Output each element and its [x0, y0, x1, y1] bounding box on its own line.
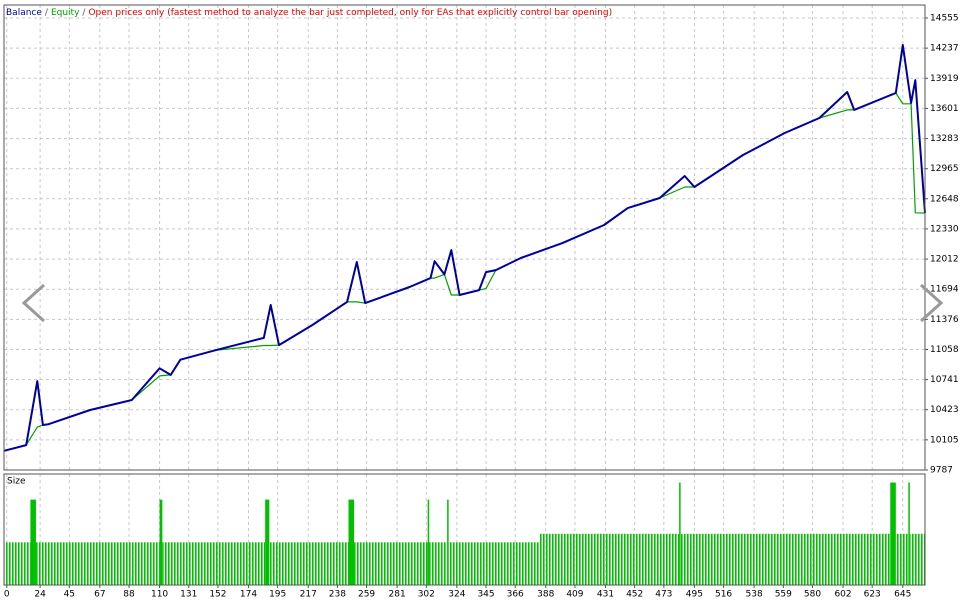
x-tick-label: 538: [746, 590, 763, 600]
size-bar: [354, 542, 428, 585]
size-bar: [4, 542, 31, 585]
y-tick-label: 12330: [930, 224, 959, 234]
size-bar: [447, 499, 449, 585]
size-bar: [30, 499, 36, 585]
x-tick-label: 345: [477, 590, 494, 600]
y-tick-label: 12648: [930, 194, 959, 204]
x-tick-label: 110: [151, 590, 168, 600]
x-tick-label: 602: [834, 590, 851, 600]
y-tick-label: 12965: [930, 164, 959, 174]
size-bar: [159, 499, 163, 585]
x-tick-label: 131: [180, 590, 197, 600]
y-tick-label: 10105: [930, 435, 959, 445]
x-tick-label: 559: [775, 590, 792, 600]
size-bar: [895, 533, 909, 585]
size-bar: [890, 482, 896, 585]
legend: Balance / Equity / Open prices only (fastest…: [6, 8, 612, 18]
x-tick-label: 324: [448, 590, 465, 600]
size-bar: [448, 542, 539, 585]
x-tick-label: 152: [209, 590, 226, 600]
x-tick-label: 645: [894, 590, 911, 600]
x-tick-label: 473: [655, 590, 672, 600]
x-tick-label: 388: [537, 590, 554, 600]
legend-equity: Equity: [51, 8, 80, 18]
x-tick-label: 580: [804, 590, 821, 600]
legend-separator: /: [45, 8, 49, 18]
nav-next[interactable]: [919, 283, 944, 323]
x-tick-label: 431: [597, 590, 614, 600]
y-tick-label: 13919: [930, 74, 959, 84]
main-plot-frame: [3, 4, 926, 471]
x-tick-label: 174: [240, 590, 257, 600]
y-tick-label: 11694: [930, 285, 959, 295]
x-tick-label: 623: [864, 590, 881, 600]
y-tick-label: 11376: [930, 315, 959, 325]
x-tick-label: 67: [94, 590, 105, 600]
y-tick-label: 11058: [930, 345, 959, 355]
size-bar: [35, 542, 160, 585]
size-bar: [429, 542, 448, 585]
nav-prev[interactable]: [21, 283, 46, 323]
x-tick-label: 366: [507, 590, 524, 600]
y-tick-label: 10741: [930, 375, 959, 385]
x-tick-label: 88: [123, 590, 135, 600]
size-bar: [679, 482, 681, 585]
x-tick-label: 409: [566, 590, 583, 600]
x-tick-label: 259: [358, 590, 375, 600]
x-tick-label: 24: [34, 590, 46, 600]
x-tick-label: 516: [715, 590, 732, 600]
size-bar: [162, 542, 266, 585]
x-tick-label: 217: [300, 590, 317, 600]
size-bar: [427, 499, 430, 585]
panel-title: Size: [7, 477, 26, 487]
size-bar: [348, 499, 355, 585]
size-bar: [265, 499, 270, 585]
size-bar: [680, 533, 891, 585]
x-tick-label: 45: [64, 590, 75, 600]
y-tick-label: 14237: [930, 44, 959, 54]
x-tick-label: 238: [329, 590, 346, 600]
size-bar: [909, 533, 925, 585]
x-tick-label: 495: [686, 590, 703, 600]
legend-subtitle: Open prices only (fastest method to anal…: [88, 8, 612, 18]
legend-balance: Balance: [6, 8, 42, 18]
size-bar: [538, 533, 680, 585]
y-tick-label: 13601: [930, 104, 959, 114]
size-plot-frame: [3, 473, 926, 586]
y-tick-label: 13283: [930, 134, 959, 144]
y-tick-label: 14555: [930, 13, 959, 23]
balance-line: [3, 44, 926, 452]
y-tick-label: 10423: [930, 405, 959, 415]
x-tick-label: 281: [389, 590, 406, 600]
y-tick-label: 9787: [930, 466, 953, 476]
x-tick-label: 0: [4, 590, 10, 600]
x-tick-label: 452: [626, 590, 643, 600]
x-tick-label: 195: [269, 590, 286, 600]
x-tick-label: 302: [418, 590, 435, 600]
y-tick-label: 12012: [930, 255, 959, 265]
size-bar: [269, 542, 349, 585]
size-bar: [908, 482, 910, 585]
legend-separator: /: [82, 8, 86, 18]
